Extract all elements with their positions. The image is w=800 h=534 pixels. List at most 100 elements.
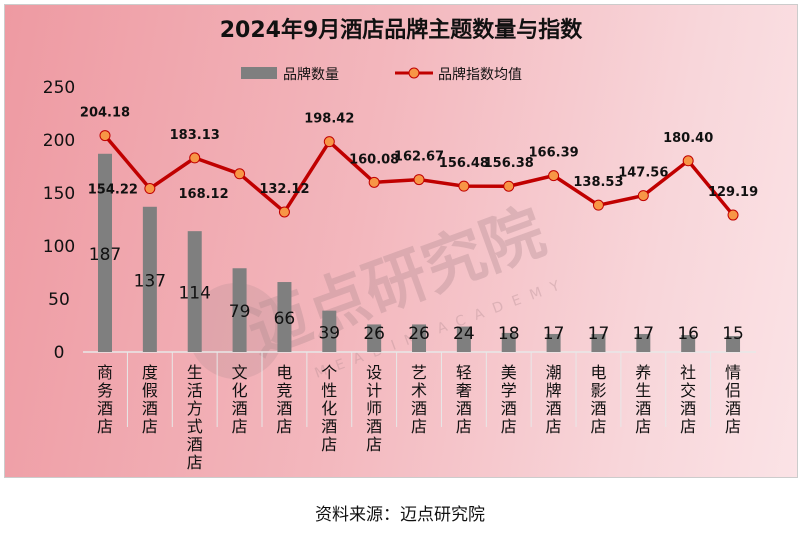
bar-value-label: 137 [134,271,166,291]
x-tick-label-char: 电 [590,363,606,382]
bar [367,324,382,352]
x-tick-label-char: 个 [321,363,337,382]
x-tick-label-char: 潮 [546,363,562,382]
bar [501,332,516,352]
x-tick-label-char: 情 [725,363,741,382]
source-note: 资料来源：迈点研究院 [315,505,485,525]
legend-label-index: 品牌指数均值 [438,66,522,83]
x-tick-label-char: 酒 [97,399,113,418]
bar [232,268,247,352]
x-tick-label-char: 美 [501,363,517,382]
line-marker [592,199,604,211]
line-value-label: 154.22 [88,183,138,198]
line-value-label: 183.13 [170,128,220,143]
line-marker [189,152,201,164]
line-value-label: 147.56 [618,166,668,181]
x-tick-label-char: 艺 [411,363,427,382]
y-tick-label: 150 [43,184,75,204]
line-marker [682,155,694,167]
x-tick-label-char: 店 [276,417,292,436]
line-marker [99,130,111,142]
x-tick-label-char: 酒 [142,399,158,418]
bar-value-label: 15 [722,324,744,344]
x-tick-label-char: 设 [366,363,382,382]
x-tick-label-char: 师 [366,399,382,418]
line-marker [278,206,290,218]
x-tick-label-char: 店 [456,417,472,436]
x-tick-label-char: 酒 [680,399,696,418]
line-marker [637,190,649,202]
x-tick-label-char: 计 [366,381,382,400]
x-tick-label-char: 牌 [546,381,562,400]
bar-value-label: 79 [229,302,251,322]
bar [546,333,561,352]
line-value-label: 162.67 [394,150,444,165]
x-tick-label-char: 侣 [725,381,741,400]
x-tick-label-char: 酒 [187,435,203,454]
x-tick-label-char: 店 [590,417,606,436]
legend-line-marker [408,67,420,79]
bar [636,333,651,352]
x-tick-label-char: 化 [232,381,248,400]
bar [98,153,112,352]
bar [681,335,696,352]
x-tick-label-char: 竞 [276,381,292,400]
x-tick-label-char: 文 [232,363,248,382]
line-marker [368,176,380,188]
x-tick-label-char: 酒 [366,417,382,436]
x-tick-label-char: 影 [590,381,606,400]
x-tick-label-char: 酒 [321,417,337,436]
line-marker [144,183,156,195]
x-tick-label-char: 店 [501,417,517,436]
bar [591,333,606,352]
bar-value-label: 17 [632,324,654,344]
x-tick-label-char: 酒 [725,399,741,418]
y-tick-label: 50 [48,290,70,310]
legend-label-count: 品牌数量 [283,66,339,83]
x-tick-label-char: 社 [680,363,696,382]
y-tick-label: 200 [43,131,75,151]
x-tick-label-char: 酒 [590,399,606,418]
x-tick-label-char: 性 [321,381,337,400]
chart-area: 迈点研究院 MEADIN ACADEMY 2024年9月酒店品牌主题数量与指数 品牌数… [4,4,798,478]
x-tick-label-char: 店 [187,453,203,472]
bar-value-label: 17 [543,324,565,344]
x-tick-label-char: 养 [635,363,651,382]
x-tick-label-char: 生 [635,381,651,400]
x-tick-label-char: 奢 [456,381,472,400]
line-marker [234,168,246,180]
x-tick-label-char: 酒 [232,399,248,418]
bar-value-label: 18 [498,324,520,344]
bar-value-label: 187 [89,245,121,265]
x-tick-label-char: 店 [411,417,427,436]
line-value-label: 204.18 [80,106,130,121]
bar [322,310,337,352]
line-value-label: 132.12 [259,182,309,197]
x-tick-label-char: 店 [725,417,741,436]
y-tick-label: 250 [43,78,75,98]
x-tick-label-char: 务 [97,381,113,400]
x-tick-label-char: 店 [546,417,562,436]
bar-value-label: 24 [453,324,475,344]
line-marker [727,209,739,221]
line-value-label: 129.19 [708,185,758,200]
x-tick-label-char: 店 [366,435,382,454]
x-tick-label-char: 活 [187,381,203,400]
bar-value-label: 26 [408,324,430,344]
x-tick-label-char: 商 [97,363,113,382]
line-marker [413,174,425,186]
bar [142,206,157,352]
bar-value-label: 26 [363,324,385,344]
line-value-label: 198.42 [304,112,354,127]
x-tick-label-char: 店 [321,435,337,454]
x-tick-label-char: 方 [187,399,203,418]
x-tick-label-char: 轻 [456,363,472,382]
x-tick-label-char: 电 [276,363,292,382]
x-tick-label-char: 酒 [411,399,427,418]
line-value-label: 138.53 [573,175,623,190]
line-value-label: 160.08 [349,152,399,167]
x-tick-label-char: 术 [411,381,427,400]
bar-value-label: 114 [178,284,210,304]
x-tick-label-char: 店 [680,417,696,436]
line-value-label: 156.38 [484,156,534,171]
